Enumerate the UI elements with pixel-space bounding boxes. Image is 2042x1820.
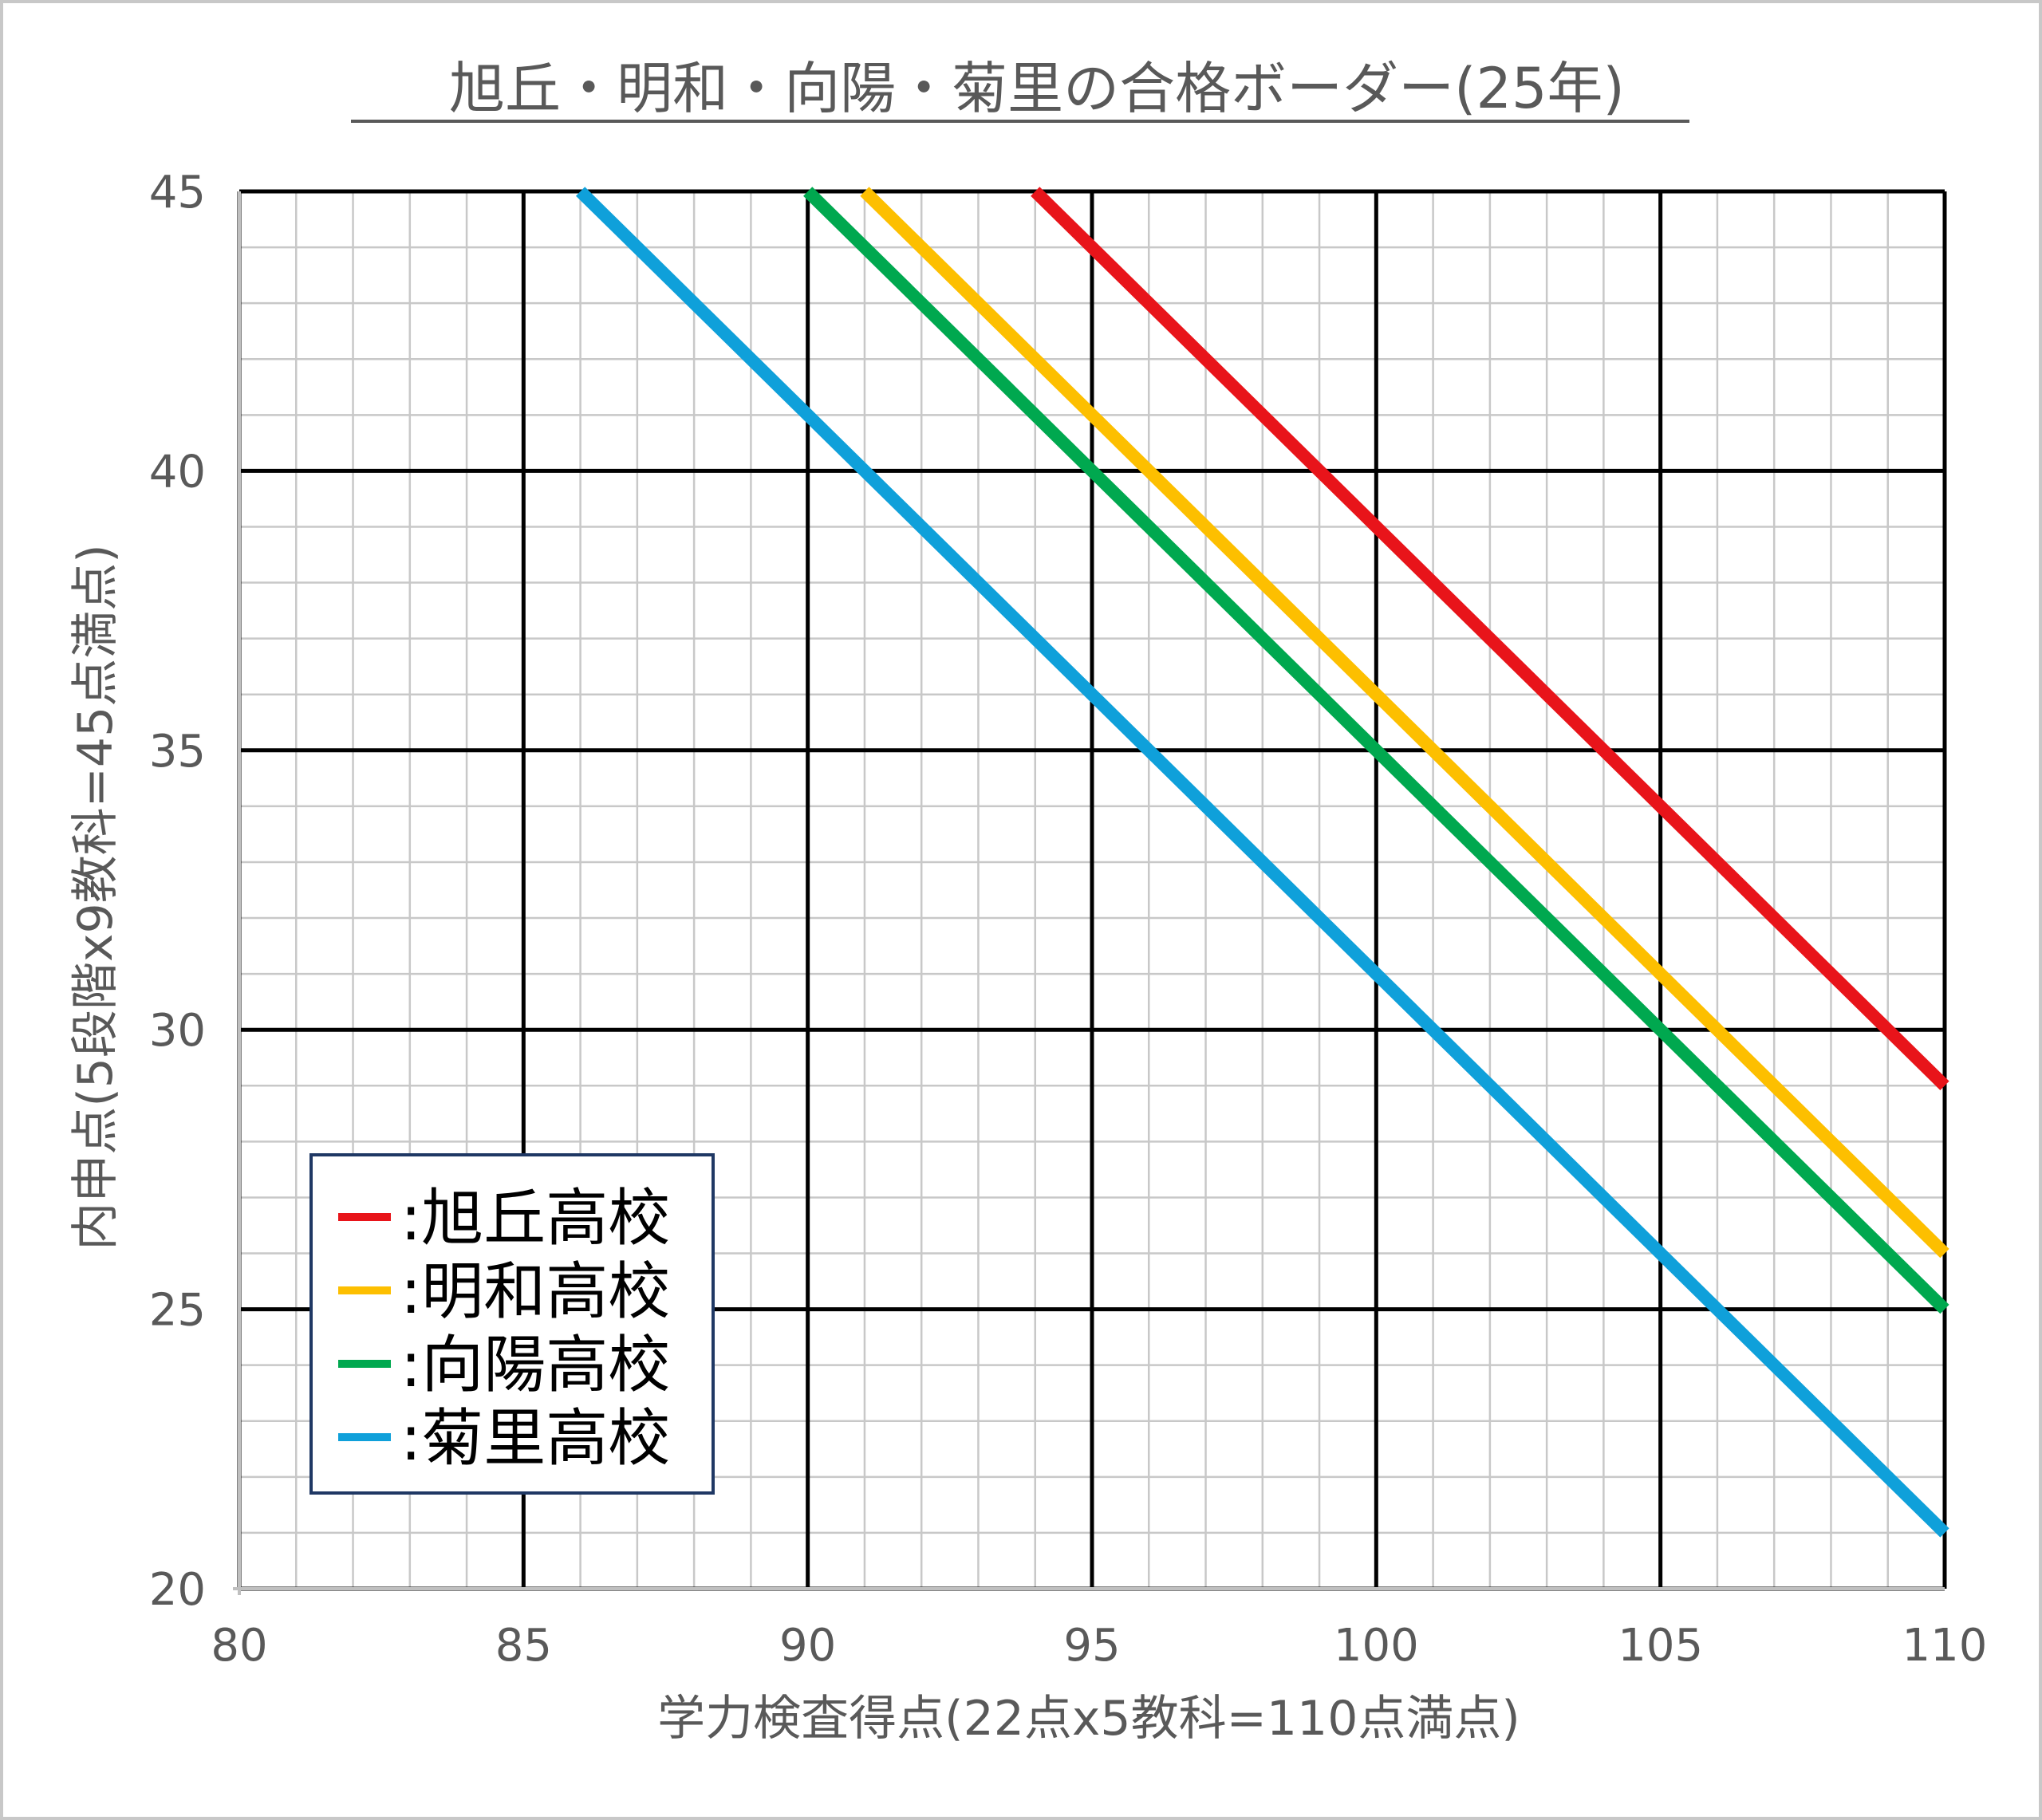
y-tick-label: 40: [149, 446, 206, 498]
legend-label-4: :菊里高校: [400, 1403, 670, 1475]
series-lines: [575, 187, 1949, 1538]
y-tick-label: 25: [149, 1285, 206, 1337]
x-tick-label: 90: [779, 1620, 836, 1672]
y-tick-label: 45: [149, 167, 206, 219]
legend-label-3: :向陽高校: [400, 1330, 670, 1401]
x-tick-label: 110: [1902, 1620, 1988, 1672]
x-tick-label: 105: [1618, 1620, 1703, 1672]
chart-title: 旭丘・明和・向陽・菊里の合格ボーダー(25年): [449, 56, 1625, 121]
y-tick-label: 30: [149, 1005, 206, 1057]
legend: :旭丘高校:明和高校:向陽高校:菊里高校: [309, 1153, 715, 1495]
x-tick-label: 85: [495, 1620, 552, 1672]
series-line-2: [860, 187, 1949, 1259]
series-line-3: [803, 187, 1949, 1314]
x-tick-label: 95: [1063, 1620, 1120, 1672]
tick-labels: 80 85 90 95 100 105 110 20 25 30 35 40 45: [149, 167, 1988, 1672]
series-line-1: [1031, 187, 1949, 1090]
y-axis-title: 内申点(5段階x9教科=45点満点): [68, 544, 124, 1250]
y-tick-label: 20: [149, 1564, 206, 1616]
legend-label-2: :明和高校: [400, 1256, 670, 1328]
x-tick-label: 80: [211, 1620, 267, 1672]
x-axis-title: 学力検査得点(22点x5教科=110点満点): [657, 1691, 1520, 1747]
series-line-4: [575, 187, 1949, 1538]
x-tick-label: 100: [1334, 1620, 1419, 1672]
legend-label-1: :旭丘高校: [400, 1183, 670, 1255]
y-tick-label: 35: [149, 726, 206, 778]
